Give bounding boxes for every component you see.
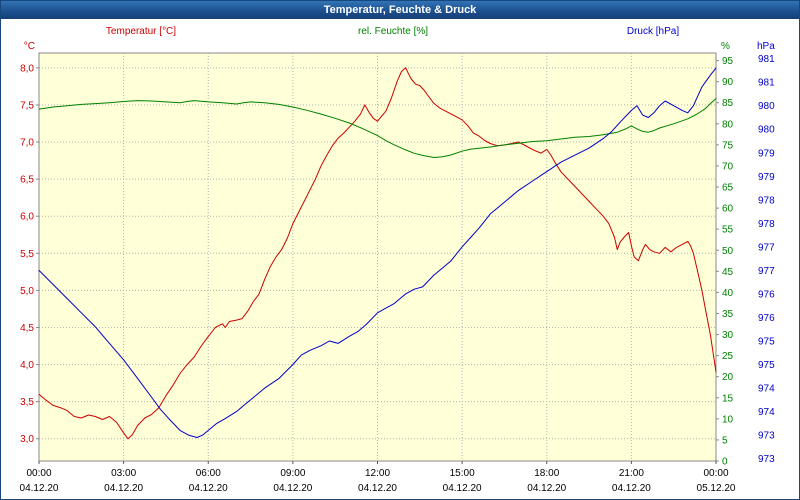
svg-text:70: 70 [722,161,734,172]
hum-axis-unit-label: % [721,41,730,52]
svg-text:09:00: 09:00 [280,468,305,479]
svg-text:973: 973 [758,454,775,465]
svg-text:65: 65 [722,183,734,194]
svg-text:00:00: 00:00 [703,468,728,479]
svg-text:04.12.20: 04.12.20 [273,483,312,494]
svg-text:3,5: 3,5 [20,397,34,408]
svg-text:12:00: 12:00 [365,468,390,479]
svg-text:978: 978 [758,219,775,230]
svg-text:6,5: 6,5 [20,175,34,186]
chart-plot: 8,0 7,5 7,0 6,5 6,0 5,5 5,0 4,5 4,0 3,5 3,0 95 90 85 8… [20,52,775,494]
svg-text:981: 981 [758,54,775,65]
svg-text:981: 981 [758,78,775,89]
svg-text:3,0: 3,0 [20,434,34,445]
svg-text:4,5: 4,5 [20,323,34,334]
svg-text:04.12.20: 04.12.20 [189,483,228,494]
svg-text:35: 35 [722,309,734,320]
svg-text:977: 977 [758,242,775,253]
svg-text:04.12.20: 04.12.20 [20,483,59,494]
svg-text:15:00: 15:00 [450,468,475,479]
svg-text:5,0: 5,0 [20,286,34,297]
svg-text:04.12.20: 04.12.20 [527,483,566,494]
svg-text:30: 30 [722,330,734,341]
svg-text:979: 979 [758,148,775,159]
svg-text:90: 90 [722,77,734,88]
svg-text:40: 40 [722,288,734,299]
svg-text:60: 60 [722,204,734,215]
svg-text:85: 85 [722,98,734,109]
svg-text:7,0: 7,0 [20,138,34,149]
svg-text:20: 20 [722,372,734,383]
svg-text:04.12.20: 04.12.20 [612,483,651,494]
svg-text:04.12.20: 04.12.20 [358,483,397,494]
window-title: Temperatur, Feuchte & Druck [323,4,477,16]
svg-text:15: 15 [722,393,734,404]
svg-text:980: 980 [758,101,775,112]
svg-text:75: 75 [722,140,734,151]
svg-text:974: 974 [758,407,775,418]
svg-text:977: 977 [758,266,775,277]
humidity-series-label: rel. Feuchte [%] [357,26,429,37]
svg-text:50: 50 [722,246,734,257]
svg-text:45: 45 [722,267,734,278]
svg-text:980: 980 [758,125,775,136]
svg-text:55: 55 [722,225,734,236]
svg-text:10: 10 [722,414,734,425]
svg-text:8,0: 8,0 [20,63,34,74]
svg-text:975: 975 [758,337,775,348]
title-bar: Temperatur, Feuchte & Druck [1,1,799,19]
svg-text:975: 975 [758,360,775,371]
svg-text:979: 979 [758,172,775,183]
svg-text:973: 973 [758,431,775,442]
svg-text:03:00: 03:00 [111,468,136,479]
svg-text:974: 974 [758,384,775,395]
svg-text:04.12.20: 04.12.20 [104,483,143,494]
svg-text:4,0: 4,0 [20,360,34,371]
temp-axis-unit-label: °C [23,41,35,52]
svg-text:976: 976 [758,313,775,324]
svg-text:5,5: 5,5 [20,249,34,260]
temperature-series-label: Temperatur [°C] [105,26,177,37]
svg-text:95: 95 [722,56,734,67]
svg-text:18:00: 18:00 [534,468,559,479]
svg-text:21:00: 21:00 [619,468,644,479]
chart-area: 8,0 7,5 7,0 6,5 6,0 5,5 5,0 4,5 4,0 3,5 3,0 95 90 85 8… [1,19,799,499]
svg-text:80: 80 [722,119,734,130]
svg-text:00:00: 00:00 [26,468,51,479]
svg-text:6,0: 6,0 [20,212,34,223]
svg-text:976: 976 [758,289,775,300]
svg-text:0: 0 [722,457,728,468]
svg-text:06:00: 06:00 [196,468,221,479]
svg-text:04.12.20: 04.12.20 [443,483,482,494]
press-axis-unit-label: hPa [757,41,775,52]
svg-text:7,5: 7,5 [20,100,34,111]
svg-text:978: 978 [758,195,775,206]
svg-text:05.12.20: 05.12.20 [697,483,736,494]
svg-text:5: 5 [722,435,728,446]
pressure-series-label: Druck [hPa] [626,26,680,37]
svg-text:25: 25 [722,351,734,362]
